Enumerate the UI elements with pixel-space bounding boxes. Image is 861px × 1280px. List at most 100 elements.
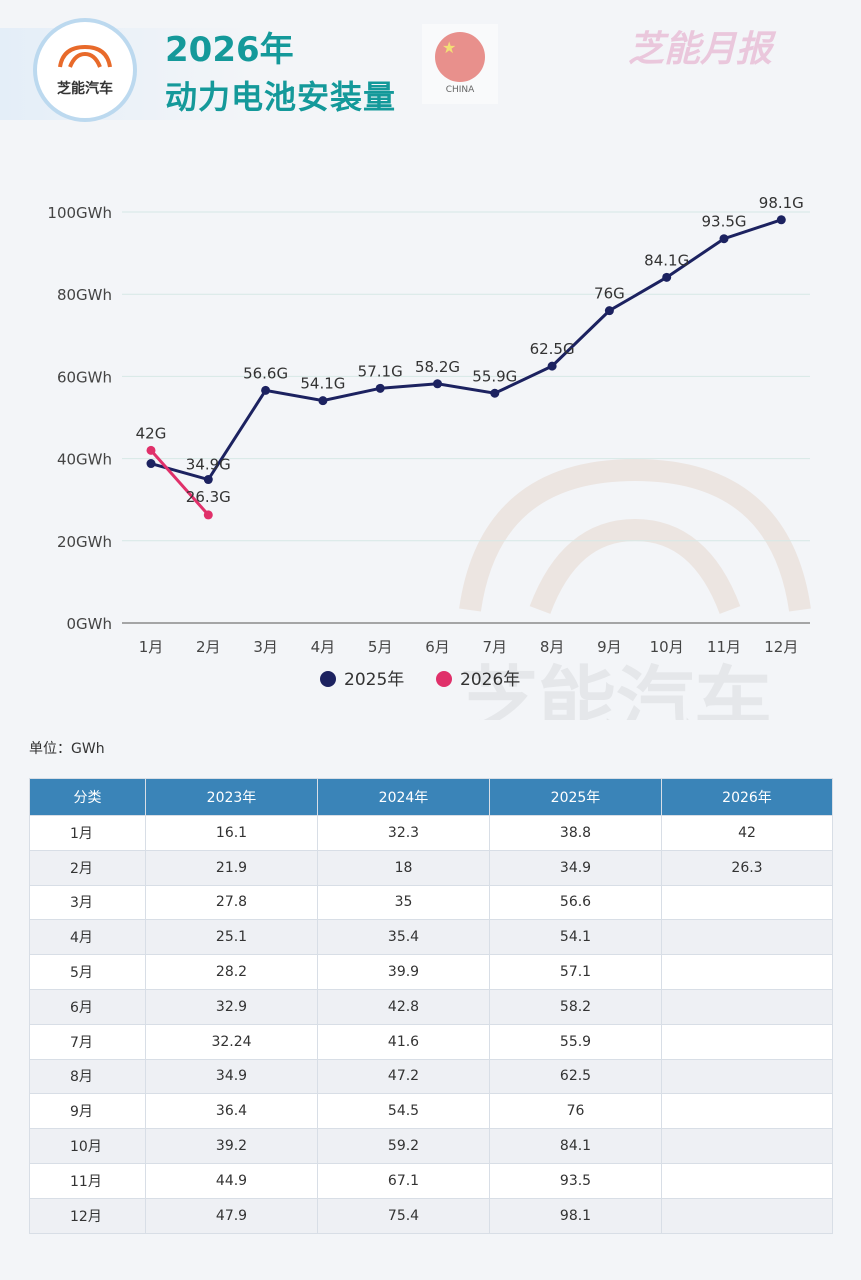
- table-cell: [661, 1058, 833, 1095]
- table-cell: 32.3: [317, 815, 490, 851]
- data-point: [146, 445, 156, 455]
- logo-text: 芝能汽车: [57, 81, 113, 97]
- table-cell: 59.2: [317, 1128, 490, 1164]
- title-year: 2026年: [165, 30, 294, 70]
- data-label: 93.5G: [701, 213, 746, 231]
- data-point: [375, 383, 385, 393]
- table-row: 7月 32.24 41.6 55.9: [29, 1023, 833, 1060]
- legend-label: 2025年: [344, 670, 404, 690]
- table-row: 1月 16.1 32.3 38.8 42: [29, 815, 833, 851]
- line-chart: 芝能汽车 0GWh 20GWh 40GWh 60GWh 80GWh 100GWh 1月 2月 3…: [47, 194, 811, 720]
- data-label: 58.2G: [415, 358, 460, 376]
- table-cell: [661, 954, 833, 990]
- data-label: 57.1G: [358, 362, 403, 380]
- table-row: 4月 25.1 35.4 54.1: [29, 919, 833, 956]
- data-point: [146, 459, 156, 469]
- china-flag: ★ CHINA: [422, 24, 498, 104]
- data-point: [662, 272, 672, 282]
- y-tick-label: 80GWh: [57, 286, 112, 304]
- table-cell: [661, 919, 833, 956]
- data-label: 84.1G: [644, 251, 689, 269]
- table-cell: 9月: [29, 1093, 146, 1130]
- series-line-2025年: [150, 218, 782, 482]
- table-cell: 47.2: [317, 1058, 490, 1095]
- table-row: 2月 21.9 18 34.9 26.3: [29, 849, 833, 886]
- data-label: 26.3G: [186, 488, 231, 506]
- column-header: 2026年: [661, 778, 833, 816]
- y-tick-label: 40GWh: [57, 451, 112, 469]
- table-cell: 34.9: [145, 1058, 318, 1095]
- x-tick-label: 4月: [311, 638, 336, 656]
- table-cell: 4月: [29, 919, 146, 956]
- table-cell: [661, 1162, 833, 1199]
- table-cell: 28.2: [145, 954, 318, 990]
- table-cell: 36.4: [145, 1093, 318, 1130]
- data-label: 62.5G: [530, 340, 575, 358]
- x-tick-label: 9月: [597, 638, 622, 656]
- table-row: 11月 44.9 67.1 93.5: [29, 1162, 833, 1199]
- flag-label: CHINA: [445, 85, 475, 95]
- legend-label: 2026年: [460, 670, 520, 690]
- data-label: 34.9G: [186, 456, 231, 474]
- data-point: [318, 396, 328, 406]
- table-cell: [661, 1093, 833, 1130]
- table-row: 9月 36.4 54.5 76: [29, 1093, 833, 1130]
- table-cell: 84.1: [489, 1128, 662, 1164]
- brand-label: 芝能月报: [628, 29, 773, 70]
- table-cell: 1月: [29, 815, 146, 851]
- data-label: 42G: [136, 424, 167, 442]
- table-cell: 42: [661, 815, 833, 851]
- table-cell: 18: [317, 849, 490, 886]
- table-cell: 21.9: [145, 849, 318, 886]
- table-cell: 35.4: [317, 919, 490, 956]
- table-cell: 39.2: [145, 1128, 318, 1164]
- table-cell: 6月: [29, 988, 146, 1025]
- table-cell: 41.6: [317, 1023, 490, 1060]
- table-cell: 16.1: [145, 815, 318, 851]
- table-cell: 56.6: [489, 884, 662, 921]
- table-cell: 34.9: [489, 849, 662, 886]
- table-cell: 39.9: [317, 954, 490, 990]
- legend-marker: [320, 671, 336, 687]
- flag-icon: ★: [435, 32, 485, 82]
- table-cell: [661, 1128, 833, 1164]
- table-cell: 54.1: [489, 919, 662, 956]
- y-tick-label: 60GWh: [57, 368, 112, 386]
- x-tick-label: 6月: [425, 638, 450, 656]
- data-point: [203, 510, 213, 520]
- data-point: [433, 379, 442, 389]
- table-row: 12月 47.9 75.4 98.1: [29, 1197, 833, 1234]
- data-label: 56.6G: [243, 364, 288, 382]
- data-label: 54.1G: [300, 375, 345, 393]
- x-tick-label: 5月: [368, 638, 393, 656]
- x-tick-label: 11月: [707, 638, 741, 656]
- table-cell: [661, 1023, 833, 1060]
- legend-marker: [436, 671, 452, 687]
- y-tick-label: 100GWh: [47, 204, 112, 222]
- table-cell: 2月: [29, 849, 146, 886]
- table-cell: 75.4: [317, 1197, 490, 1234]
- data-point: [719, 234, 729, 244]
- unit-label: 单位：GWh: [29, 741, 105, 757]
- table-cell: 44.9: [145, 1162, 318, 1199]
- data-point: [261, 385, 271, 395]
- data-point: [604, 306, 614, 316]
- page-title: 动力电池安装量: [165, 78, 397, 116]
- column-header: 2024年: [317, 778, 490, 816]
- table-cell: 32.24: [145, 1023, 318, 1060]
- table-cell: 54.5: [317, 1093, 490, 1130]
- table-cell: 57.1: [489, 954, 662, 990]
- table-cell: 42.8: [317, 988, 490, 1025]
- y-tick-label: 20GWh: [57, 533, 112, 551]
- table-row: 10月 39.2 59.2 84.1: [29, 1128, 833, 1164]
- table-row: 8月 34.9 47.2 62.5: [29, 1058, 833, 1095]
- data-table: 分类 2023年 2024年 2025年 2026年 1月 16.1 32.3 38.8 42 2月…: [29, 778, 833, 1234]
- column-header: 分类: [29, 778, 146, 816]
- column-header: 2023年: [145, 778, 318, 816]
- table-cell: 3月: [29, 884, 146, 921]
- table-cell: 35: [317, 884, 490, 921]
- table-cell: [661, 1197, 833, 1234]
- table-cell: 7月: [29, 1023, 146, 1060]
- table-row: 6月 32.9 42.8 58.2: [29, 988, 833, 1025]
- data-point: [490, 388, 500, 398]
